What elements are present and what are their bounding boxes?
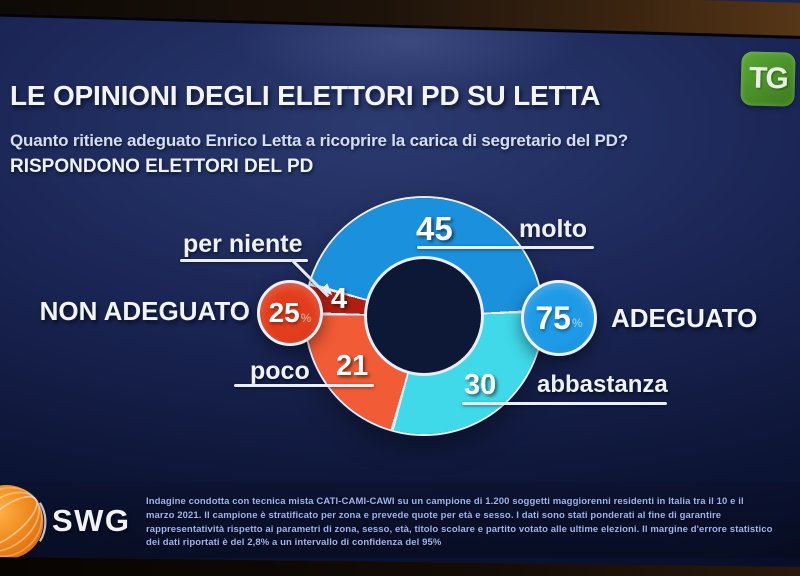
adeguato-unit: % [571, 316, 583, 330]
non-adeguato-value: 25 [268, 297, 300, 328]
segment-label-per-niente: per niente [183, 230, 303, 258]
adeguato-label: ADEGUATO [611, 303, 758, 333]
donut-hole [364, 256, 484, 376]
segment-value-per-niente: 4 [331, 283, 348, 315]
swg-logo-text: SWG [52, 503, 131, 538]
swg-globe-icon [0, 485, 47, 559]
disclaimer-line: Indagine condotta con tecnica mista CATI… [146, 496, 744, 507]
underline-abbastanza [462, 402, 667, 405]
segment-value-poco: 21 [336, 350, 369, 382]
segment-value-abbastanza: 30 [464, 369, 497, 401]
non-adeguato-unit: % [300, 311, 312, 325]
poll-question: Quanto ritiene adeguato Enrico Letta a r… [10, 131, 628, 150]
segment-label-abbastanza: abbastanza [537, 371, 668, 398]
underline-molto [417, 246, 594, 249]
disclaimer-line: dei dati riportati è del 2,8% a un inter… [146, 537, 442, 549]
disclaimer-line: marzo 2021. Il campione è stratificato p… [146, 509, 722, 521]
underline-poco [234, 384, 374, 387]
non-adeguato-badge: 25% [257, 280, 323, 346]
adeguato-value: 75 [535, 299, 571, 336]
non-adeguato-label: NON ADEGUATO [39, 296, 250, 326]
disclaimer-line: rappresentatività rispetto ai parametri … [146, 523, 773, 535]
segment-label-molto: molto [519, 215, 588, 243]
underline-per-niente [180, 259, 308, 262]
tv-bezel-top [0, 0, 800, 41]
page-title: LE OPINIONI DEGLI ELETTORI PD SU LETTA [10, 80, 601, 111]
tg-logo-text: TG [748, 61, 788, 96]
footer-band [0, 482, 800, 558]
adeguato-badge: 75% [521, 280, 597, 356]
tg-channel-logo: TG [740, 51, 796, 107]
tv-bezel-bottom [0, 557, 800, 576]
methodology-disclaimer: Indagine condotta con tecnica mista CATI… [146, 495, 800, 550]
respondents-note: RISPONDONO ELETTORI DEL PD [10, 156, 314, 177]
segment-value-molto: 45 [416, 210, 453, 247]
segment-label-poco: poco [250, 357, 310, 385]
